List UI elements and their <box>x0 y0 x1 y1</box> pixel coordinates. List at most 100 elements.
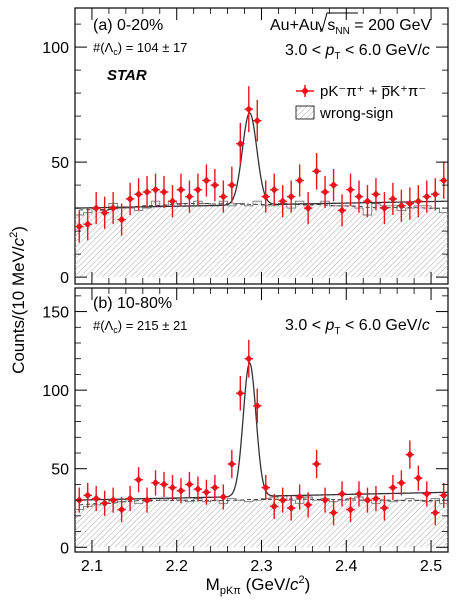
panel-a-pt-prefix: 3.0 < <box>285 42 325 59</box>
panel-b-pt-suffix: < 6.0 GeV/ <box>341 317 423 334</box>
panel-b-pt-range: 3.0 < pT < 6.0 GeV/c <box>285 317 430 337</box>
data-point-marker <box>355 193 362 201</box>
legend-background-label: wrong-sign <box>319 105 393 122</box>
panel-a-data-point <box>236 123 244 164</box>
panel-b-xtick-label: 2.2 <box>166 558 188 575</box>
data-point-marker <box>406 200 413 208</box>
panel-b-data-point <box>236 376 244 411</box>
data-point-marker <box>203 177 210 185</box>
data-point-marker <box>228 181 235 189</box>
data-point-marker <box>220 493 227 501</box>
panel-a-data-point <box>211 169 219 201</box>
panel-a-data-point <box>228 167 236 204</box>
panel-b-data-point <box>160 472 168 497</box>
panel-a-yield: #(Λc) = 104 ± 17 <box>93 40 187 57</box>
panel-b-ytick-label: 50 <box>51 462 69 479</box>
data-point-marker <box>237 389 244 397</box>
panel-a-pt-p: p <box>324 42 334 59</box>
panel-b-data-point <box>151 470 159 495</box>
data-point-marker <box>296 493 303 501</box>
data-point-marker <box>372 495 379 503</box>
data-point-marker <box>262 193 269 201</box>
panel-b-xtick-label: 2.3 <box>250 558 272 575</box>
data-point-marker <box>186 193 193 201</box>
panel-a-data-point <box>253 100 261 141</box>
panel-a-pt-c: c <box>422 42 430 59</box>
panel-b-ytick-label: 100 <box>42 383 69 400</box>
data-point-marker <box>93 495 100 503</box>
panel-b-xtick-label: 2.1 <box>81 558 103 575</box>
data-point-marker <box>144 188 151 196</box>
data-point-marker <box>245 355 252 363</box>
panel-b-data-point <box>185 472 193 497</box>
x-axis-title-sub: pKπ <box>220 585 241 597</box>
legend-signal-label: pK⁻π⁺ + p̅K⁺π⁻ <box>320 83 426 100</box>
data-point-marker <box>152 479 159 487</box>
data-point-marker <box>177 186 184 194</box>
panel-a-ytick-label: 50 <box>51 155 69 172</box>
panel-b-data-point <box>397 470 405 495</box>
data-point-marker <box>389 484 396 492</box>
panel-b-ytick-label: 0 <box>60 540 69 557</box>
data-point-marker <box>271 186 278 194</box>
data-point-marker <box>288 193 295 201</box>
data-point-marker <box>406 451 413 459</box>
panel-a-data-point <box>270 174 278 206</box>
y-axis-title-prefix: Counts/(10 MeV/ <box>9 246 28 374</box>
data-point-marker <box>313 167 320 175</box>
data-point-marker <box>152 186 159 194</box>
y-axis-title: Counts/(10 MeV/c2) <box>8 226 28 374</box>
panel-b-data-point <box>406 440 414 468</box>
panel-b-pt-p: p <box>324 317 334 334</box>
x-axis-title-units: (GeV/ <box>241 575 290 594</box>
panel-b-data-point <box>168 475 176 500</box>
sqrt-s-label: s <box>327 17 335 34</box>
data-point-marker <box>135 190 142 198</box>
panel-a-ytick-label: 0 <box>60 270 69 287</box>
panel-a-data-point <box>295 164 303 196</box>
panel-a-data-point <box>134 178 142 210</box>
panel-b-data-point <box>228 450 236 478</box>
panel-b-yield-text: #(Λ <box>93 318 114 333</box>
data-point-marker <box>211 484 218 492</box>
panel-b-xtick-label: 2.4 <box>335 558 357 575</box>
data-point-marker <box>245 105 252 113</box>
data-point-marker <box>161 480 168 488</box>
panel-a-data-point <box>431 178 439 210</box>
sqrt-s-sub: NN <box>335 26 349 37</box>
panel-a-yield-text: #(Λ <box>93 40 114 55</box>
panel-b-data-point <box>211 475 219 500</box>
panel-a-data-point <box>143 176 151 208</box>
data-point-marker <box>339 490 346 498</box>
data-point-marker <box>440 177 447 185</box>
legend-background-swatch-icon <box>296 106 314 119</box>
x-axis-title: MpKπ (GeV/c2) <box>206 574 311 597</box>
panel-b-ytick-label: 150 <box>42 305 69 322</box>
data-point-marker <box>228 460 235 468</box>
panel-b-data-point <box>389 475 397 500</box>
panel-b-data-point <box>414 466 422 491</box>
data-point-marker <box>423 490 430 498</box>
panel-a-pt-suffix: < 6.0 GeV/ <box>341 42 423 59</box>
data-point-marker <box>364 197 371 205</box>
panel-b-background-fill <box>75 495 448 547</box>
panel-a-data-point <box>440 162 448 199</box>
panel-b-pt-prefix: 3.0 < <box>285 317 325 334</box>
data-point-marker <box>161 188 168 196</box>
energy-text: = 200 GeV <box>350 17 432 34</box>
panel-a-background-fill <box>75 201 448 277</box>
panel-b-data-point <box>177 478 185 503</box>
panel-a-label: (a) 0-20% <box>93 17 163 34</box>
panel-a: 050100 (a) 0-20% #(Λc) = 104 ± 17 STAR A… <box>42 8 448 287</box>
data-point-marker <box>254 117 261 125</box>
data-point-marker <box>169 484 176 492</box>
data-point-marker <box>398 202 405 210</box>
panel-b-data-point <box>202 480 210 505</box>
data-point-marker <box>398 479 405 487</box>
panel-a-data-point <box>346 174 354 206</box>
panel-a-yield-value: ) = 104 ± 17 <box>118 40 188 55</box>
data-point-marker <box>194 186 201 194</box>
panel-b-data-point <box>83 483 91 508</box>
